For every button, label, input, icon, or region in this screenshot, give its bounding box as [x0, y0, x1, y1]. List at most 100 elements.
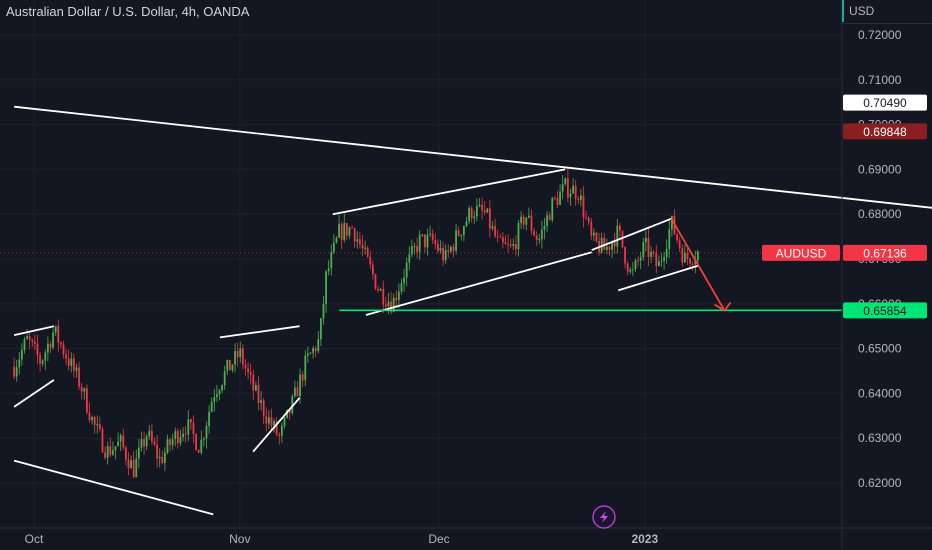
candle-body	[176, 431, 179, 444]
candle-body	[309, 352, 312, 354]
x-tick-label: Nov	[229, 532, 250, 546]
candle-body	[486, 208, 489, 213]
candle-body	[26, 336, 28, 340]
candle-body	[488, 208, 491, 229]
candle-body	[101, 428, 104, 453]
drawings	[13, 105, 932, 516]
candle-body	[434, 240, 437, 245]
candle-body	[213, 397, 216, 402]
candle-body	[494, 226, 496, 237]
candle-body	[369, 256, 372, 265]
candle-body	[681, 248, 684, 263]
candle-body	[163, 452, 166, 464]
candle-body	[392, 297, 395, 313]
candle-body	[507, 243, 509, 245]
candle-body	[631, 269, 634, 271]
candle-body	[387, 301, 390, 307]
candle-body	[548, 215, 551, 221]
candle-body	[616, 225, 619, 247]
candle-body	[166, 439, 169, 453]
candle-body	[574, 185, 577, 199]
candle-body	[124, 447, 127, 460]
candle-body	[215, 394, 218, 398]
candle-body	[483, 210, 486, 213]
candle-body	[304, 355, 307, 381]
candle-body	[579, 195, 582, 201]
candle-body	[291, 396, 294, 414]
candle-body	[150, 430, 153, 442]
time-axis: Oct Nov Dec 2023	[25, 532, 659, 546]
candle-body	[377, 289, 379, 291]
candle-body	[366, 247, 369, 257]
candle-body	[423, 234, 426, 248]
candle-body	[119, 435, 122, 442]
candle-body	[262, 400, 265, 417]
candle-body	[514, 244, 517, 250]
current-price-badge: 0.67136	[863, 246, 907, 260]
y-tick-label: 0.68000	[858, 207, 902, 221]
symbol-badge-bg	[762, 244, 840, 261]
candle-body	[496, 236, 499, 238]
grid	[0, 0, 842, 528]
nov-wedge-bottom	[252, 397, 301, 453]
currency-selector[interactable]: USD	[842, 0, 932, 24]
candle-body	[223, 371, 226, 386]
projection-arrow-head	[714, 301, 732, 312]
candle-body	[283, 417, 286, 426]
candle-body	[384, 304, 387, 307]
candle-body	[202, 438, 205, 440]
candle-body	[691, 263, 694, 265]
candle-body	[54, 326, 57, 333]
candle-body	[117, 441, 119, 447]
candle-body	[525, 217, 528, 225]
candle-body	[650, 251, 652, 258]
candle-body	[644, 237, 647, 243]
candle-body	[20, 349, 23, 360]
candle-body	[426, 234, 429, 248]
candle-body	[572, 185, 574, 194]
lightning-icon[interactable]	[592, 505, 616, 529]
candle-body	[234, 350, 236, 365]
candle-body	[670, 216, 673, 230]
level-mid-badge-bg	[843, 123, 927, 140]
x-tick-label: 2023	[631, 532, 658, 546]
candle-body	[260, 400, 262, 403]
candle-body	[247, 368, 249, 373]
candle-body	[174, 431, 177, 440]
candle-body	[683, 252, 686, 263]
candle-body	[218, 390, 221, 395]
candle-body	[330, 252, 333, 269]
price-badges: 0.70490 0.69848 0.65854 0.67136 AUDUSD	[762, 94, 927, 319]
candle-body	[208, 411, 210, 427]
candle-body	[275, 421, 278, 435]
candle-body	[647, 237, 650, 258]
candle-body	[23, 339, 26, 350]
candle-body	[561, 184, 564, 192]
candle-body	[582, 195, 585, 218]
candle-body	[390, 301, 392, 313]
candle-body	[410, 246, 413, 255]
candle-body	[312, 348, 314, 353]
y-tick-label: 0.71000	[858, 73, 902, 87]
candle-body	[83, 388, 86, 392]
candle-body	[15, 367, 18, 377]
candle-body	[169, 439, 171, 445]
candle-body	[85, 388, 88, 413]
candles	[13, 168, 699, 479]
candle-body	[280, 425, 283, 436]
candle-body	[608, 246, 611, 250]
candle-body	[603, 237, 606, 250]
candle-body	[613, 241, 616, 247]
candle-body	[504, 242, 507, 244]
candle-body	[413, 246, 416, 248]
nov-wedge-top	[219, 325, 300, 339]
candle-body	[395, 297, 398, 301]
candle-body	[187, 419, 190, 435]
candle-body	[36, 343, 39, 356]
currency-indicator	[842, 0, 844, 22]
symbol-badge: AUDUSD	[776, 246, 827, 260]
candle-body	[296, 387, 299, 397]
candle-body	[179, 437, 182, 444]
candle-body	[205, 426, 208, 439]
